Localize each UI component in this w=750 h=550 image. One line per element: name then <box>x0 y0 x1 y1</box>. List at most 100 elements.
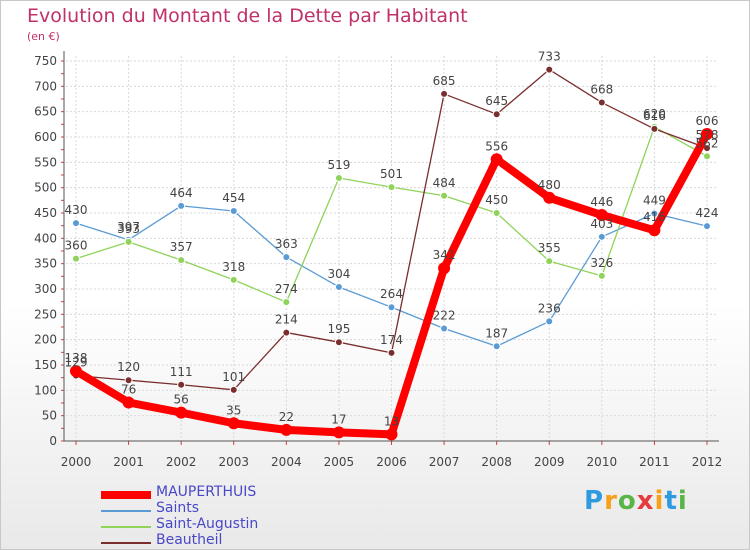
data-label: 56 <box>174 393 189 407</box>
data-label: 685 <box>433 74 456 88</box>
y-tick-label: 750 <box>34 54 57 68</box>
data-point <box>227 417 240 430</box>
data-label: 403 <box>590 217 613 231</box>
data-point <box>440 191 449 200</box>
brand-letter: x <box>636 486 655 516</box>
y-tick-label: 100 <box>34 383 57 397</box>
data-point <box>124 376 133 385</box>
data-point <box>177 201 186 210</box>
legend-swatch <box>101 510 151 512</box>
legend-swatch <box>101 491 151 499</box>
brand-letter: t <box>664 486 678 516</box>
x-tick-label: 2003 <box>218 455 249 469</box>
x-tick-label: 2012 <box>692 455 723 469</box>
data-label: 454 <box>222 191 245 205</box>
data-point <box>490 153 503 166</box>
data-label: 424 <box>696 206 719 220</box>
data-label: 393 <box>117 222 140 236</box>
data-point <box>122 396 135 409</box>
data-point <box>597 98 606 107</box>
y-tick-label: 200 <box>34 333 57 347</box>
label-layer: 138 76 56 35 22 17 13 341 556 480 446 416 606 430 397 4… <box>65 50 719 429</box>
data-label: 733 <box>538 50 561 64</box>
data-label: 668 <box>590 83 613 97</box>
data-label: 616 <box>643 109 666 123</box>
data-label: 318 <box>222 260 245 274</box>
data-point <box>703 152 711 161</box>
data-label: 138 <box>65 351 88 365</box>
data-label: 326 <box>590 256 613 270</box>
data-label: 195 <box>327 322 350 336</box>
y-tick-label: 600 <box>34 130 57 144</box>
brand-letter: i <box>654 486 665 516</box>
data-label: 446 <box>590 195 613 209</box>
data-label: 360 <box>65 239 88 253</box>
data-label: 236 <box>538 301 561 315</box>
data-point <box>543 191 556 204</box>
data-point <box>332 426 345 439</box>
data-point <box>648 224 661 237</box>
axis-layer: 0 50 100 150 200 250 300 350 400 450 500 550 600 650 7… <box>34 51 722 469</box>
data-label: 120 <box>117 360 140 374</box>
series-layer <box>70 65 713 441</box>
data-point <box>177 256 186 265</box>
data-point <box>597 271 606 280</box>
data-point <box>387 303 396 312</box>
y-tick-label: 700 <box>34 79 57 93</box>
y-tick-label: 150 <box>34 358 57 372</box>
y-tick-label: 0 <box>49 434 57 448</box>
data-label: 13 <box>384 414 399 428</box>
data-label: 484 <box>433 176 456 190</box>
y-tick-label: 250 <box>34 307 57 321</box>
data-label: 35 <box>226 403 241 417</box>
data-label: 480 <box>538 178 561 192</box>
x-tick-label: 2000 <box>61 455 92 469</box>
brand-letter: P <box>584 486 605 516</box>
legend-label: Beautheil <box>156 532 223 548</box>
data-point <box>124 237 133 246</box>
legend-label: MAUPERTHUIS <box>156 484 257 500</box>
data-point <box>334 282 343 291</box>
y-tick-label: 550 <box>34 155 57 169</box>
data-point <box>229 206 238 215</box>
y-tick-label: 300 <box>34 282 57 296</box>
data-point <box>175 406 188 419</box>
x-tick-label: 2008 <box>481 455 512 469</box>
x-tick-label: 2011 <box>639 455 670 469</box>
data-label: 304 <box>327 267 350 281</box>
data-point <box>280 423 293 436</box>
data-point <box>334 338 343 347</box>
data-label: 464 <box>170 186 193 200</box>
data-point <box>72 219 80 228</box>
data-label: 264 <box>380 287 403 301</box>
data-point <box>385 428 398 441</box>
x-tick-label: 2006 <box>376 455 407 469</box>
data-point <box>650 209 659 218</box>
data-label: 174 <box>380 333 403 347</box>
chart-title: Evolution du Montant de la Dette par Hab… <box>27 5 468 27</box>
data-point <box>282 298 291 307</box>
data-point <box>492 110 501 119</box>
data-point <box>387 183 396 192</box>
y-tick-label: 650 <box>34 105 57 119</box>
data-point <box>438 262 451 275</box>
data-point <box>282 328 291 337</box>
data-point <box>440 89 449 98</box>
chart-unit: (en €) <box>27 30 60 43</box>
y-tick-label: 350 <box>34 257 57 271</box>
x-tick-label: 2001 <box>113 455 144 469</box>
data-point <box>229 385 238 394</box>
data-point <box>440 324 449 333</box>
data-label: 606 <box>696 114 719 128</box>
data-label: 363 <box>275 237 298 251</box>
data-label: 556 <box>485 139 508 153</box>
data-label: 397 <box>117 220 140 234</box>
legend-swatch <box>101 542 151 544</box>
data-label: 187 <box>485 326 508 340</box>
data-label: 101 <box>222 370 245 384</box>
data-point <box>492 342 501 351</box>
data-point <box>545 257 554 266</box>
x-tick-label: 2005 <box>324 455 355 469</box>
